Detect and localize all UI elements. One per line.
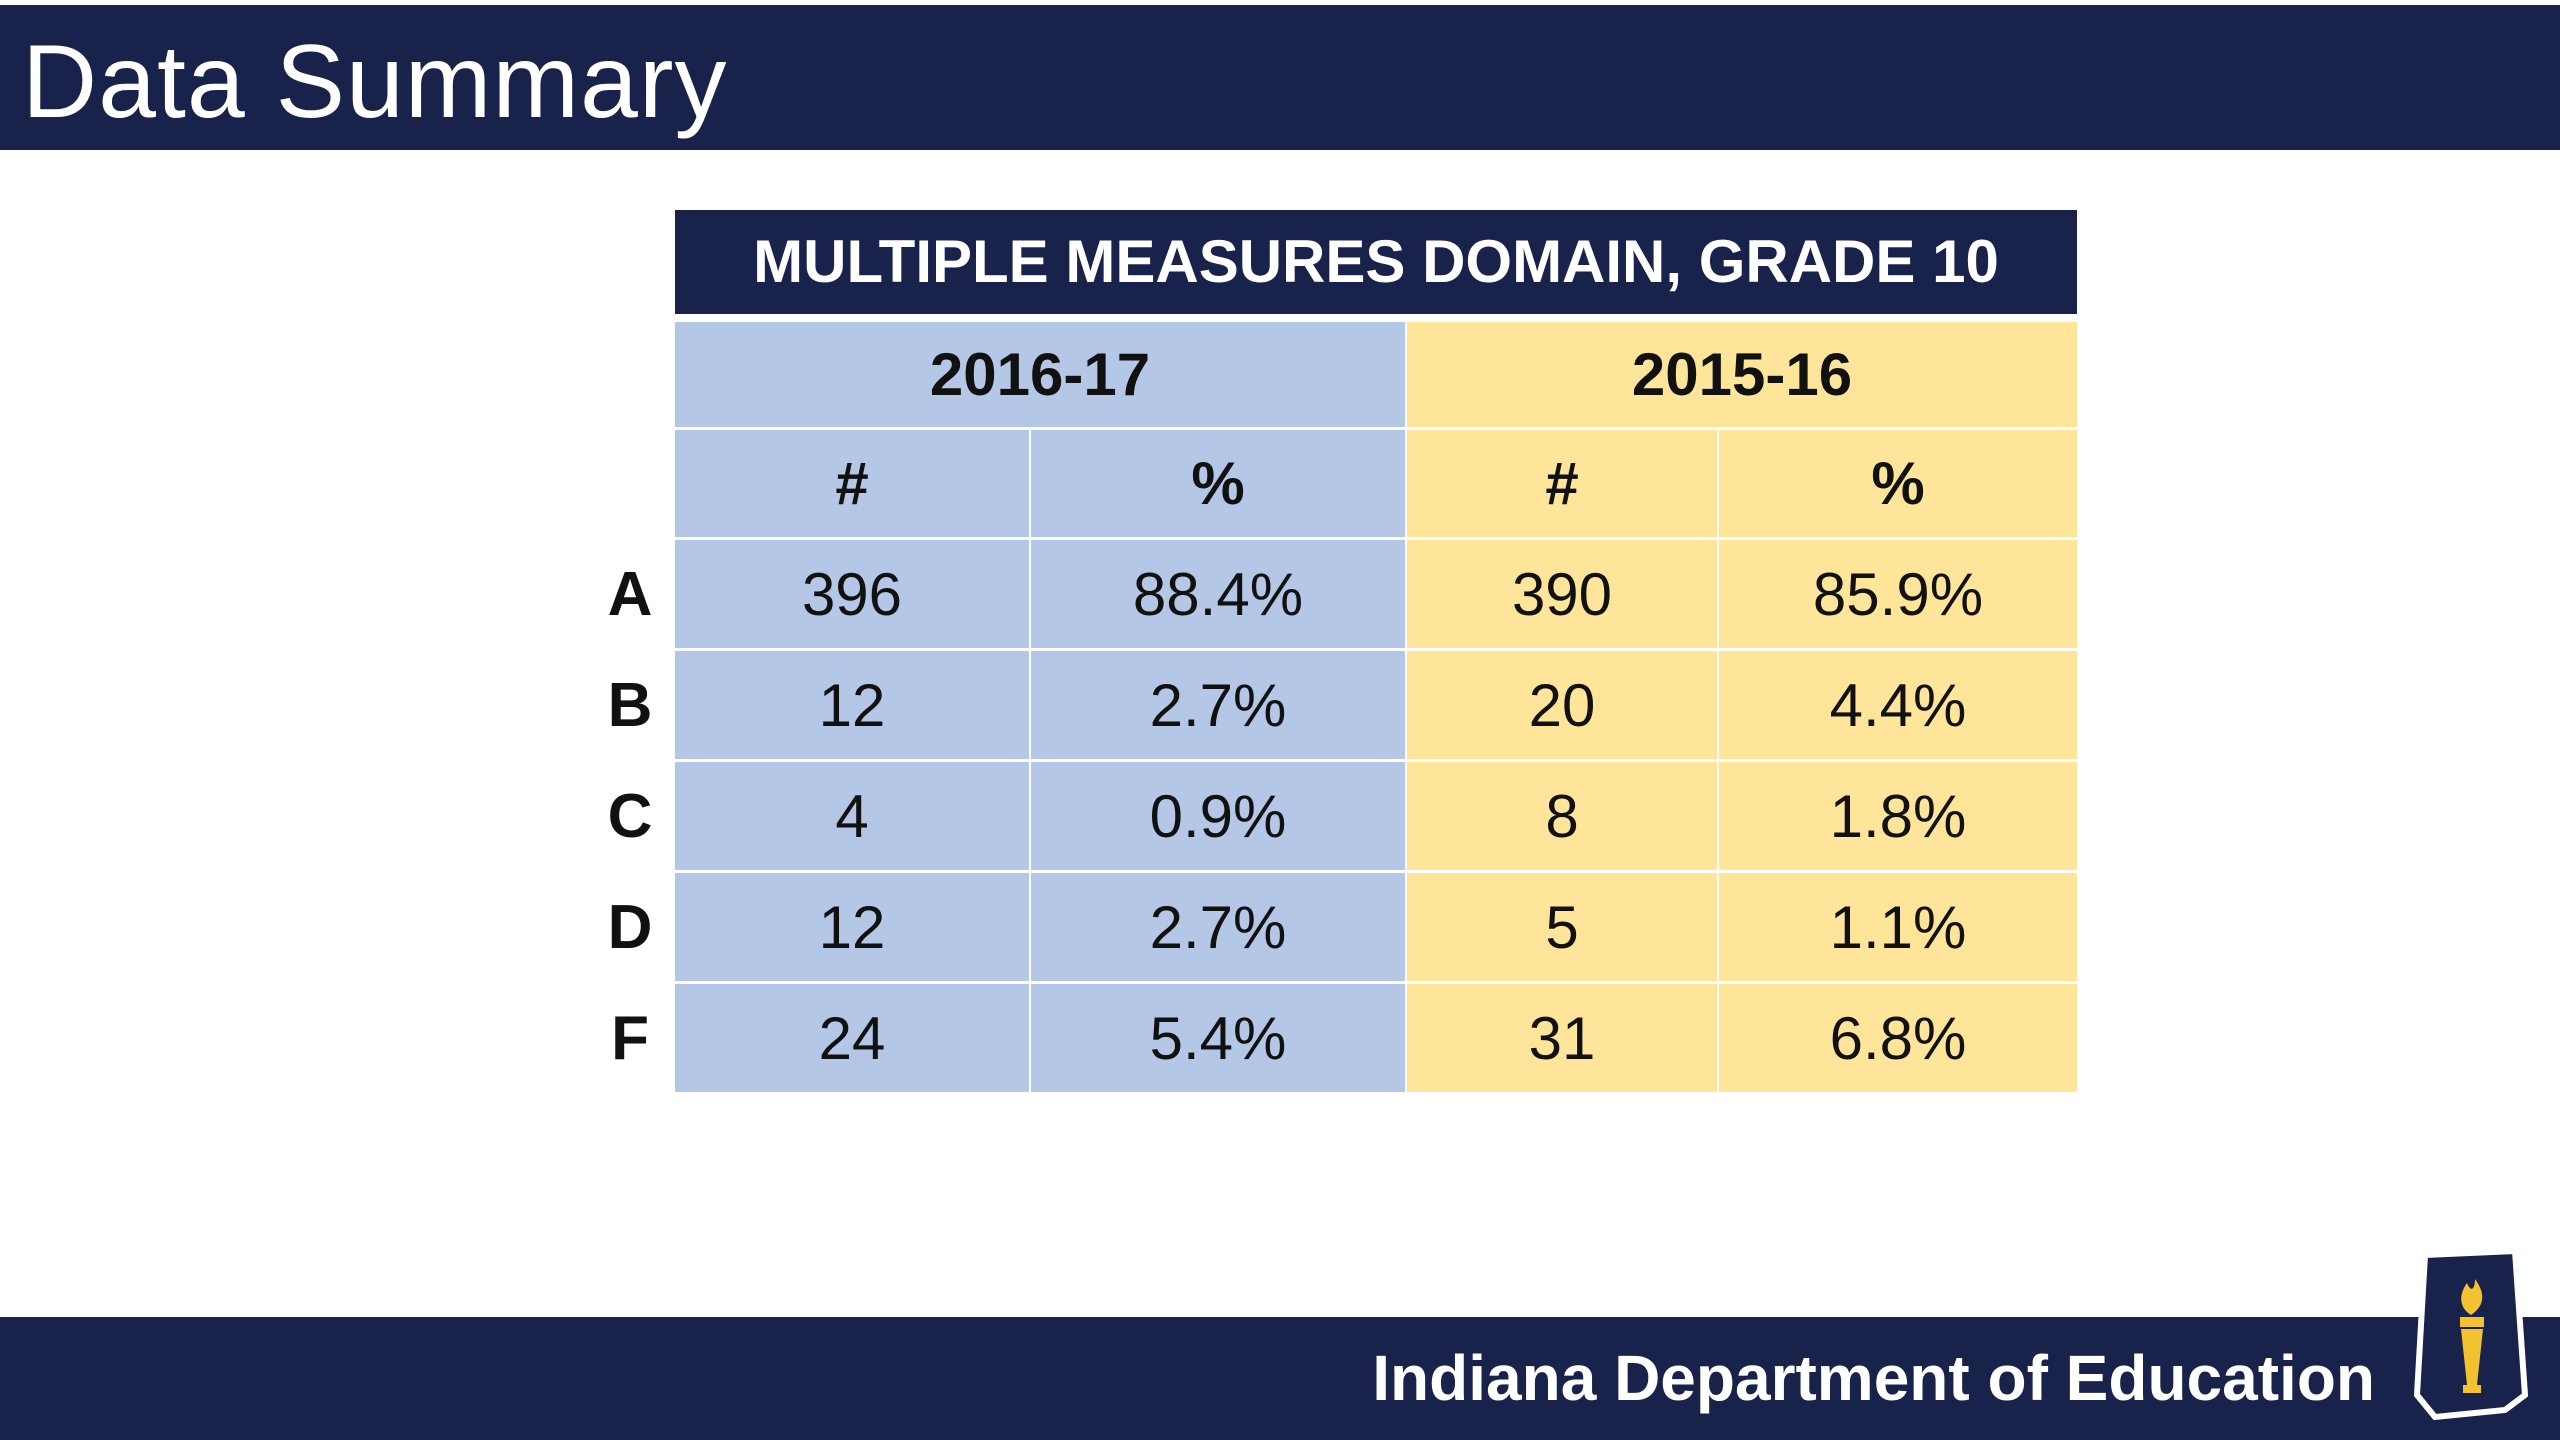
table-cell: 2.7% xyxy=(1031,873,1405,981)
data-table: 2016-17 2015-16 #% #% 396 88.4% 390 85.9% 12 2.7%… xyxy=(675,322,2077,1092)
table-cell: 0.9% xyxy=(1031,762,1405,870)
table-cell: 4.4% xyxy=(1719,651,2077,759)
header-bar: Data Summary xyxy=(0,5,2560,150)
column-header: # xyxy=(675,430,1029,537)
table-cell: 396 xyxy=(675,540,1029,648)
column-header: % xyxy=(1031,430,1405,537)
table-cell: 1.8% xyxy=(1719,762,2077,870)
footer-org-name: Indiana Department of Education xyxy=(1372,1342,2375,1414)
table-cell: 8 xyxy=(1407,762,1717,870)
table-cell: 20 xyxy=(1407,651,1717,759)
slide-title: Data Summary xyxy=(22,24,728,140)
column-header: # xyxy=(1407,430,1717,537)
table-cell: 31 xyxy=(1407,984,1717,1092)
grade-label: B xyxy=(607,670,653,740)
table-cell: 88.4% xyxy=(1031,540,1405,648)
footer-bar: Indiana Department of Education xyxy=(0,1317,2560,1440)
grade-label: D xyxy=(607,892,653,962)
table-cell: 24 xyxy=(675,984,1029,1092)
table-cell: 2.7% xyxy=(1031,651,1405,759)
grade-label: F xyxy=(611,1003,649,1073)
table-title: MULTIPLE MEASURES DOMAIN, GRADE 10 xyxy=(675,210,2077,314)
table-cell: 5 xyxy=(1407,873,1717,981)
grade-label: C xyxy=(607,781,653,851)
table-cell: 12 xyxy=(675,873,1029,981)
grade-label: A xyxy=(607,559,653,629)
table-cell: 12 xyxy=(675,651,1029,759)
table-cell: 85.9% xyxy=(1719,540,2077,648)
table-cell: 5.4% xyxy=(1031,984,1405,1092)
year-header-2016-17: 2016-17 xyxy=(675,322,1405,427)
column-header: % xyxy=(1719,430,2077,537)
indiana-torch-logo-icon xyxy=(2413,1247,2529,1421)
year-header-2015-16: 2015-16 xyxy=(1407,322,2077,427)
table-cell: 390 xyxy=(1407,540,1717,648)
table-cell: 1.1% xyxy=(1719,873,2077,981)
table-cell: 6.8% xyxy=(1719,984,2077,1092)
table-cell: 4 xyxy=(675,762,1029,870)
